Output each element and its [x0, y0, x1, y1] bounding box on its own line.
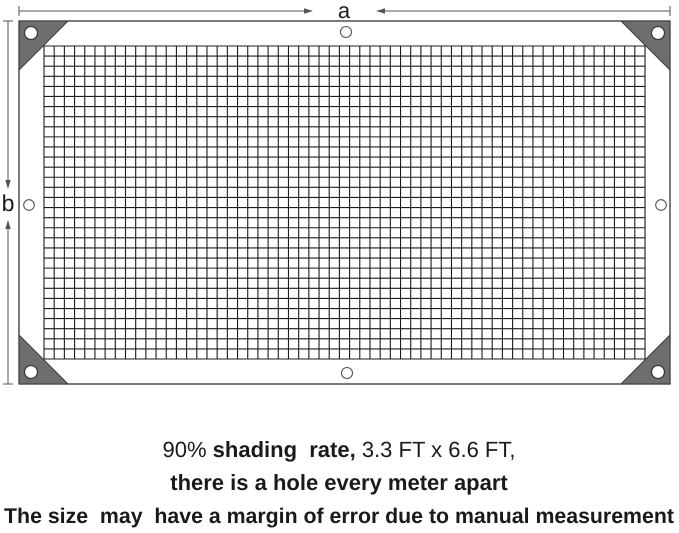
svg-text:b: b [2, 190, 15, 216]
svg-text:there is a hole every meter ap: there is a hole every meter apart [170, 470, 508, 495]
svg-text:a: a [338, 0, 351, 23]
svg-text:90% shading rate, 3.3 FT x 6.: 90% shading rate, 3.3 FT x 6.6 FT, [163, 437, 516, 462]
svg-text:The size may have a margin o: The size may have a margin of error due … [4, 504, 674, 528]
